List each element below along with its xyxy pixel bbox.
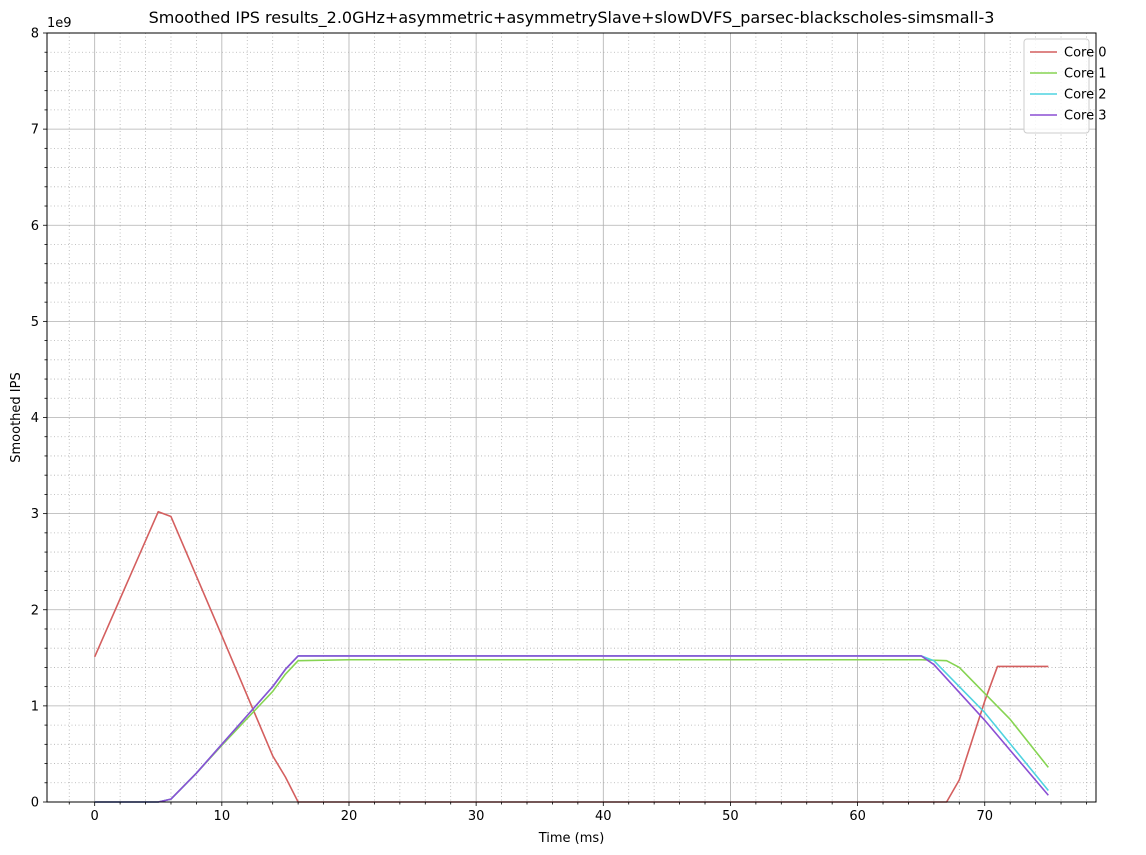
x-tick-label: 50 [722, 809, 739, 824]
y-tick-label: 0 [31, 796, 39, 811]
x-tick-label: 40 [595, 809, 612, 824]
y-tick-label: 8 [31, 27, 39, 42]
x-tick-label: 60 [849, 809, 866, 824]
series-line [94, 655, 1049, 803]
legend-entry-label: Core 3 [1064, 109, 1107, 124]
legend-entry-label: Core 0 [1064, 46, 1107, 61]
major-grid [47, 32, 1096, 803]
minor-grid [47, 33, 1096, 802]
legend-box [1023, 38, 1090, 134]
series-lines [93, 510, 1049, 803]
legend: Core 0 Core 1 Core 2 Core 3 [1023, 38, 1107, 134]
y-tick-label: 1 [31, 699, 39, 714]
legend-entry-label: Core 2 [1064, 88, 1107, 103]
y-tick-label: 5 [31, 315, 39, 330]
x-tick-label: 70 [976, 809, 993, 824]
y-axis-label: Smoothed IPS [9, 372, 24, 462]
y-tick-label: 7 [31, 123, 39, 138]
tick-labels: 0 10 20 30 40 50 60 70 0 1 2 3 4 5 6 7 8 [31, 27, 993, 825]
series-line [93, 510, 1049, 803]
x-tick-label: 0 [91, 809, 99, 824]
y-tick-label: 4 [31, 411, 39, 426]
y-tick-label: 3 [31, 507, 39, 522]
x-tick-label: 10 [214, 809, 231, 824]
series-line [94, 658, 1049, 803]
chart-title: Smoothed IPS results_2.0GHz+asymmetric+a… [149, 8, 995, 28]
y-axis-offset-label: 1e9 [47, 16, 72, 31]
axis-ticks [43, 32, 1087, 806]
legend-entry-label: Core 1 [1064, 67, 1107, 82]
x-axis-label: Time (ms) [538, 831, 605, 846]
y-tick-label: 6 [31, 219, 39, 234]
x-tick-label: 20 [341, 809, 358, 824]
x-tick-label: 30 [468, 809, 485, 824]
y-tick-label: 2 [31, 603, 39, 618]
